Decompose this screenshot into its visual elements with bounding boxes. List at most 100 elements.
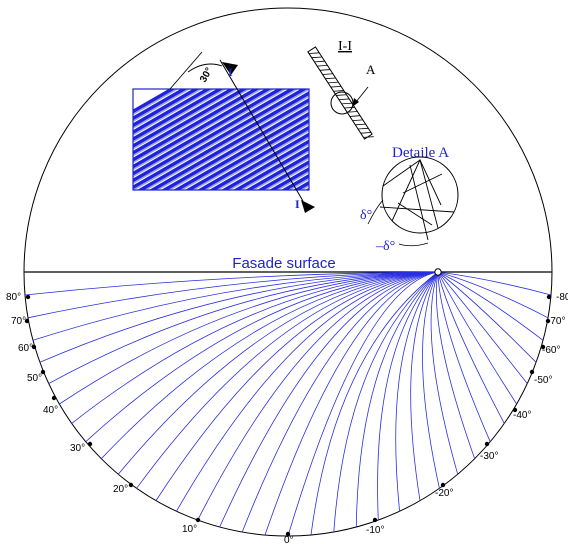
cut-arrow-top bbox=[222, 62, 238, 75]
cut-arrow-bottom bbox=[301, 200, 315, 213]
fan-line bbox=[264, 271, 439, 536]
hatch-band-light bbox=[348, 75, 551, 190]
hatch-band bbox=[365, 75, 568, 190]
hatch-band bbox=[353, 75, 560, 190]
hatch-band-light bbox=[133, 89, 191, 123]
fan-line bbox=[377, 271, 439, 521]
scale-dot bbox=[40, 369, 46, 375]
fan-line bbox=[437, 271, 544, 341]
fan-lines bbox=[24, 271, 552, 537]
hatch-band-light bbox=[133, 89, 263, 164]
hatch-band bbox=[137, 91, 309, 190]
scale-dot bbox=[484, 441, 490, 447]
hatch-band-light bbox=[420, 75, 568, 190]
scale-label-right: -80 bbox=[556, 292, 568, 303]
scale-label-left: 70° bbox=[11, 316, 26, 327]
hatch-band-light bbox=[204, 129, 309, 190]
hatch-band bbox=[133, 89, 284, 176]
fan-line bbox=[27, 271, 439, 319]
hatch-band-light bbox=[444, 75, 568, 190]
hatch-band bbox=[221, 139, 309, 190]
scale-label-left: 40° bbox=[43, 405, 58, 416]
hatch-band-light bbox=[276, 171, 309, 190]
hatch-band-light bbox=[133, 89, 309, 190]
scale-label-left: 60° bbox=[18, 343, 33, 354]
fan-line bbox=[155, 271, 439, 501]
hatch-band-light bbox=[288, 177, 309, 190]
hatch-band-light bbox=[240, 150, 309, 190]
hatch-band-light bbox=[168, 108, 309, 190]
fan-line bbox=[437, 271, 552, 296]
fan-line bbox=[437, 271, 528, 384]
hatch-band-light bbox=[133, 89, 239, 150]
scale-label-right: -50° bbox=[534, 375, 552, 386]
delta-negative: –δ° bbox=[375, 239, 395, 254]
detail-view: Detaile A δ° –δ° bbox=[360, 145, 459, 254]
scale-label-left: 80° bbox=[6, 292, 21, 303]
scale-dot bbox=[440, 482, 446, 488]
fan-line bbox=[176, 271, 439, 512]
scale-label-left: 10° bbox=[182, 524, 197, 535]
hatch-band bbox=[161, 104, 309, 190]
hatch-band-light bbox=[408, 75, 568, 190]
hatch-band-light bbox=[216, 136, 309, 190]
scale-label-right: -70° bbox=[547, 316, 565, 327]
fan-line bbox=[219, 271, 439, 528]
hatch-band bbox=[413, 75, 568, 190]
hatch-band bbox=[269, 167, 309, 190]
scale-dot bbox=[87, 441, 93, 447]
scale-dot bbox=[128, 482, 134, 488]
fan-line bbox=[435, 271, 476, 459]
hatch-band-light bbox=[432, 75, 568, 190]
fan-line bbox=[24, 271, 439, 296]
hatch-band bbox=[185, 118, 309, 190]
section-title: I-I bbox=[338, 39, 352, 54]
fan-line bbox=[32, 271, 439, 341]
hatch-band-light bbox=[252, 157, 309, 190]
scale-label-left: 50° bbox=[27, 373, 42, 384]
fan-line bbox=[437, 271, 537, 363]
hatch-band-light bbox=[180, 115, 309, 190]
hatch-band-light bbox=[133, 89, 215, 136]
fan-line bbox=[287, 271, 439, 537]
detail-title: Detaile A bbox=[392, 145, 449, 161]
hatch-band bbox=[437, 75, 568, 190]
fan-line bbox=[422, 271, 440, 489]
hatch-band bbox=[133, 89, 260, 162]
fan-line bbox=[437, 271, 549, 319]
scale-dot bbox=[529, 369, 535, 375]
hatch-band bbox=[173, 111, 309, 190]
hatch-band bbox=[233, 146, 309, 190]
hatch-band bbox=[317, 75, 524, 190]
origin-point bbox=[434, 268, 442, 276]
facade-surface-label: Fasade surface bbox=[232, 255, 335, 272]
scale-dot bbox=[285, 531, 291, 537]
fan-line bbox=[355, 271, 439, 528]
hatch-band-light bbox=[144, 95, 309, 190]
hatch-band-light bbox=[264, 164, 309, 190]
scale-dot bbox=[51, 395, 57, 401]
angle-label: 30° bbox=[198, 66, 215, 85]
fan-line bbox=[410, 271, 439, 501]
hatch-band bbox=[389, 75, 568, 190]
fan-line bbox=[136, 271, 439, 489]
hatch-band-light bbox=[133, 89, 251, 157]
hatch-band bbox=[245, 153, 309, 190]
hatch-band-light bbox=[133, 89, 179, 116]
fan-line bbox=[395, 271, 439, 512]
scale-dot bbox=[512, 407, 518, 413]
scale-dot bbox=[24, 318, 30, 324]
scale-dot bbox=[25, 294, 31, 300]
hatch-band-light bbox=[300, 184, 309, 190]
fan-line bbox=[437, 271, 505, 424]
fan-line bbox=[85, 271, 439, 442]
hatch-band bbox=[449, 75, 568, 190]
fan-line bbox=[241, 271, 439, 533]
hatch-band bbox=[257, 160, 309, 190]
scale-dot bbox=[372, 517, 378, 523]
fan-line bbox=[310, 271, 439, 536]
fan-line bbox=[333, 271, 439, 533]
hatch-band bbox=[425, 75, 568, 190]
